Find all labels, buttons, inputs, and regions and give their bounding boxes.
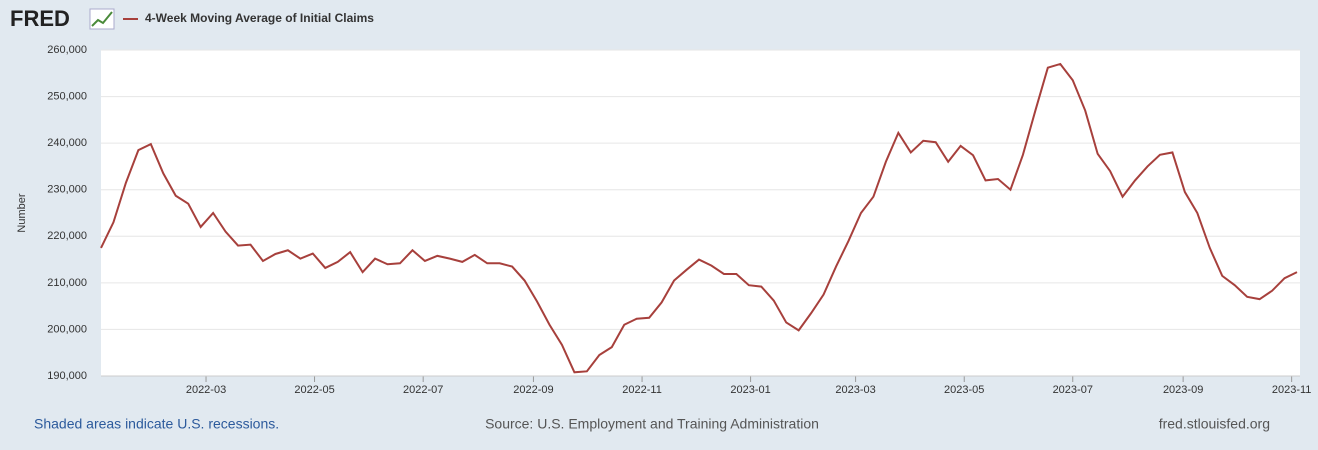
data-line [100, 62, 1298, 374]
x-tick-label: 2023-07 [1053, 384, 1093, 396]
x-tick-label: 2022-05 [294, 384, 334, 396]
plot-area [101, 50, 1300, 376]
y-tick-label: 190,000 [47, 370, 87, 382]
x-tick-label: 2023-11 [1272, 384, 1312, 396]
y-tick-label: 260,000 [47, 44, 87, 56]
y-tick-label: 240,000 [47, 137, 87, 149]
y-axis-label: Number [16, 193, 28, 232]
logo: FRED [10, 6, 70, 31]
x-tick-label: 2023-09 [1163, 384, 1203, 396]
x-tick-label: 2022-09 [513, 384, 553, 396]
x-tick-label: 2022-11 [622, 384, 662, 396]
x-tick-label: 2023-03 [835, 384, 875, 396]
x-tick-label: 2023-05 [944, 384, 984, 396]
y-tick-label: 230,000 [47, 184, 87, 196]
y-tick-label: 210,000 [47, 277, 87, 289]
x-tick-label: 2023-01 [730, 384, 770, 396]
footer-center: Source: U.S. Employment and Training Adm… [485, 416, 819, 432]
y-tick-label: 250,000 [47, 90, 87, 102]
footer-left: Shaded areas indicate U.S. recessions. [34, 416, 279, 432]
x-tick-label: 2022-03 [186, 384, 226, 396]
y-tick-label: 200,000 [47, 323, 87, 335]
logo-icon [89, 8, 115, 30]
x-tick-label: 2022-07 [403, 384, 443, 396]
y-tick-label: 220,000 [47, 230, 87, 242]
footer-right: fred.stlouisfed.org [1159, 416, 1270, 432]
legend-label: 4-Week Moving Average of Initial Claims [145, 11, 374, 25]
